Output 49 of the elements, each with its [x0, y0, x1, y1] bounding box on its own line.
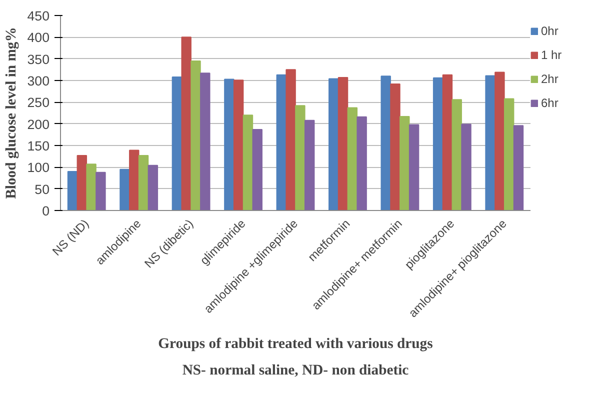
legend-label: 2hr [541, 72, 560, 86]
text: NS- normal saline, ND- non diabetic [182, 362, 410, 378]
y-tick-label: 100 [27, 160, 50, 176]
bar [120, 168, 130, 210]
y-tick-label: 350 [27, 52, 50, 67]
bar [432, 77, 444, 210]
y-tick-label: 300 [27, 74, 50, 88]
bar [242, 114, 254, 210]
bar [380, 76, 391, 210]
y-tick-label: 200 [27, 116, 50, 132]
bar [67, 171, 78, 210]
bar [328, 78, 339, 210]
bar [138, 154, 149, 210]
y-tick-label: 50 [34, 182, 50, 197]
y-axis-title: Blood glucose level in mg% [3, 27, 20, 199]
legend-label: 0hr [541, 24, 560, 38]
bar [408, 124, 420, 210]
y-tick-label: 400 [27, 30, 50, 46]
bar [400, 116, 410, 210]
bar [356, 116, 367, 210]
bar [295, 105, 306, 210]
y-tick-label: 150 [27, 138, 50, 154]
bar [513, 125, 524, 210]
bar [504, 98, 514, 210]
bar [190, 60, 201, 210]
bar [461, 124, 472, 210]
bar [452, 99, 462, 210]
bar [233, 80, 244, 210]
legend-label: 6hr [541, 96, 560, 110]
bar [390, 83, 400, 210]
legend-label: 1 hr [541, 48, 562, 62]
bar [129, 150, 140, 210]
bar [494, 72, 505, 210]
y-tick-label: 450 [27, 8, 50, 24]
bar [442, 74, 453, 210]
bar [148, 164, 158, 210]
bar [304, 120, 315, 210]
y-tick-label: 0 [42, 204, 50, 218]
bar [485, 75, 496, 210]
bar [224, 78, 234, 210]
y-tick-label: 250 [27, 95, 50, 110]
bar [200, 72, 210, 210]
x-axis-title: Groups of rabbit treated with various drugs [158, 336, 434, 352]
bar [181, 36, 192, 210]
bar [286, 69, 296, 210]
bar [86, 164, 96, 210]
bar [252, 128, 262, 210]
bar [96, 172, 106, 210]
bar [338, 76, 348, 210]
